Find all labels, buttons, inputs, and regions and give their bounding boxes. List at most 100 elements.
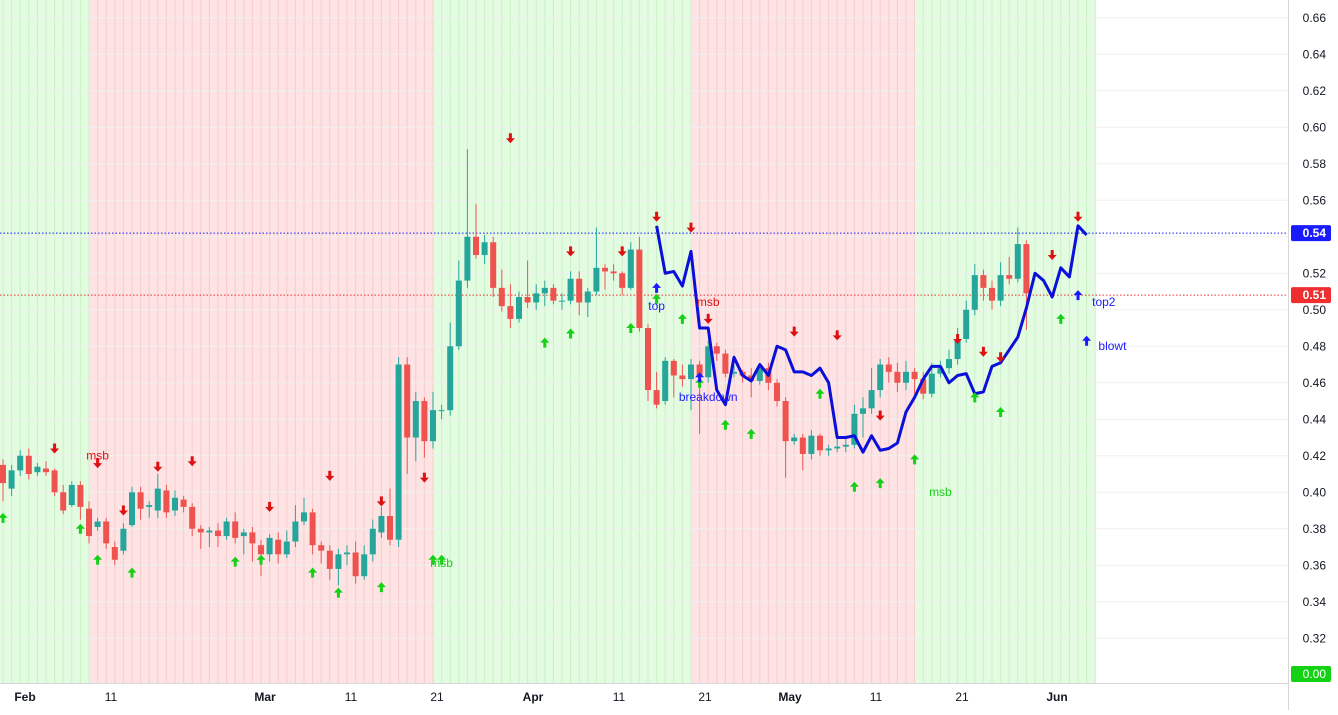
candle-body bbox=[937, 368, 944, 374]
candle-body bbox=[954, 338, 961, 360]
candle-up bbox=[240, 528, 247, 555]
candle-body bbox=[77, 484, 84, 507]
candle-down bbox=[163, 484, 170, 518]
candle-body bbox=[507, 306, 514, 319]
candle-body bbox=[473, 236, 479, 256]
price-tick-label: 0.42 bbox=[1303, 449, 1327, 463]
candle-body bbox=[464, 236, 471, 281]
candle-down bbox=[653, 371, 660, 409]
candle-up bbox=[842, 437, 849, 453]
candle-body bbox=[369, 528, 376, 555]
candle-down bbox=[0, 459, 6, 502]
time-tick-label: Feb bbox=[14, 690, 35, 704]
candle-up bbox=[344, 545, 350, 566]
candle-body bbox=[137, 492, 144, 509]
candle-body bbox=[610, 271, 617, 274]
candle-body bbox=[894, 371, 901, 383]
candle-up bbox=[154, 474, 161, 518]
candle-up bbox=[146, 501, 153, 518]
candle-body bbox=[438, 410, 445, 412]
candle-down bbox=[43, 461, 49, 476]
candle-up bbox=[516, 291, 522, 323]
candle-body bbox=[232, 521, 239, 538]
up-arrow-icon bbox=[677, 313, 687, 324]
candle-body bbox=[68, 484, 75, 506]
candle-body bbox=[1006, 275, 1013, 279]
candle-up bbox=[283, 530, 290, 558]
candle-down bbox=[636, 236, 643, 332]
candle-up bbox=[301, 497, 307, 526]
candle-body bbox=[877, 364, 884, 391]
down-arrow-icon bbox=[419, 472, 429, 483]
candle-body bbox=[404, 364, 411, 438]
candle-up bbox=[946, 349, 952, 374]
down-arrow-icon bbox=[617, 246, 627, 257]
candle-body bbox=[842, 444, 849, 447]
candle-body bbox=[111, 547, 118, 560]
candle-body bbox=[662, 360, 669, 402]
candle-down bbox=[817, 433, 823, 456]
candle-body bbox=[808, 435, 815, 454]
candle-body bbox=[249, 532, 256, 544]
candle-down bbox=[713, 342, 720, 361]
up-arrow-icon bbox=[626, 323, 636, 334]
annotation-label: breakdown bbox=[679, 390, 738, 404]
candle-down bbox=[473, 203, 479, 259]
candle-body bbox=[180, 499, 187, 507]
candle-body bbox=[283, 541, 290, 555]
price-axis[interactable]: 0.66 0.64 0.62 0.60 0.58 0.56 0.54 0.52 0.50 0.48… bbox=[1289, 0, 1338, 710]
down-arrow-icon bbox=[996, 352, 1006, 363]
candle-body bbox=[455, 280, 462, 347]
candle-up bbox=[395, 357, 402, 548]
up-arrow-icon bbox=[815, 388, 825, 399]
candle-down bbox=[490, 236, 497, 297]
price-level-badge bbox=[1291, 225, 1331, 242]
candle-up bbox=[455, 260, 462, 350]
candle-up bbox=[464, 149, 471, 288]
candle-up bbox=[971, 264, 978, 316]
price-tick-label: 0.40 bbox=[1303, 485, 1327, 499]
candle-body bbox=[679, 375, 686, 380]
candle-down bbox=[189, 503, 196, 537]
trend-line-layer bbox=[655, 224, 1088, 454]
candle-down bbox=[799, 433, 806, 471]
candle-down bbox=[387, 488, 393, 546]
candle-down bbox=[911, 368, 918, 394]
candle-body bbox=[206, 530, 213, 533]
up-arrow-icon bbox=[0, 512, 8, 523]
up-arrow-icon bbox=[1056, 313, 1066, 324]
candle-down bbox=[885, 357, 892, 383]
candle-body bbox=[361, 554, 368, 577]
down-arrow-icon bbox=[265, 501, 275, 512]
candle-body bbox=[541, 287, 548, 294]
candle-body bbox=[447, 346, 454, 411]
up-arrow-icon bbox=[996, 406, 1006, 417]
up-arrow-icon bbox=[566, 328, 576, 339]
up-arrow-icon bbox=[308, 567, 318, 578]
bottom-value: 0.00 bbox=[1303, 667, 1327, 681]
candle-body bbox=[223, 521, 230, 537]
candle-body bbox=[60, 492, 67, 511]
annotation-label: msb bbox=[86, 448, 109, 462]
candle-down bbox=[137, 486, 144, 520]
blue-up-arrow-icon bbox=[695, 372, 705, 383]
candle-body bbox=[51, 470, 58, 493]
time-tick-label: 11 bbox=[105, 690, 118, 704]
candle-up bbox=[593, 227, 600, 296]
candle-body bbox=[146, 505, 153, 507]
candle-body bbox=[421, 401, 428, 442]
candle-up bbox=[1014, 227, 1021, 283]
down-arrow-icon bbox=[703, 313, 713, 324]
time-axis[interactable]: Feb 11 Mar 11 21 Apr 11 21 May 11 21 Jun bbox=[14, 690, 1067, 704]
price-tick-label: 0.38 bbox=[1303, 522, 1327, 536]
down-arrow-icon bbox=[376, 496, 386, 507]
down-arrow-icon bbox=[1047, 250, 1057, 261]
candle-body bbox=[576, 278, 583, 303]
annotations-layer: msb msb top msb breakdown msb top2 blowt bbox=[86, 295, 1127, 570]
candle-up bbox=[997, 262, 1004, 307]
candle-up bbox=[533, 284, 540, 310]
up-arrow-icon bbox=[437, 554, 447, 565]
candle-up bbox=[584, 287, 591, 318]
